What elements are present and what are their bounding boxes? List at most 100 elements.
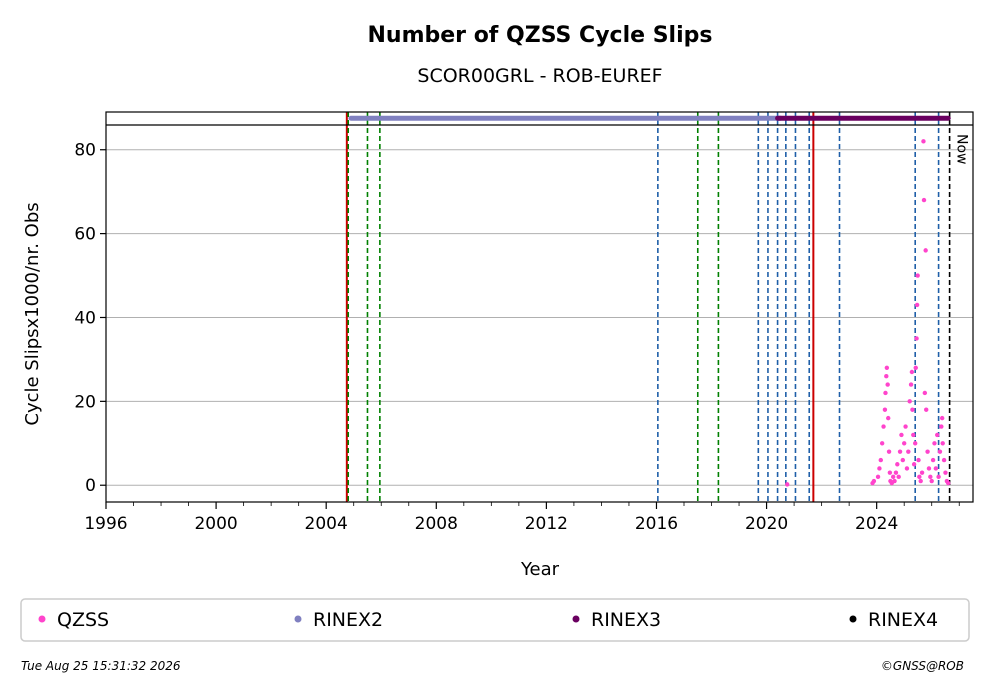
data-point xyxy=(940,441,945,446)
data-point xyxy=(923,248,928,253)
data-point xyxy=(906,449,911,454)
legend-marker xyxy=(38,615,46,623)
data-point xyxy=(886,449,892,454)
data-point xyxy=(916,457,921,463)
data-point xyxy=(911,462,917,467)
data-point xyxy=(897,449,903,454)
data-point xyxy=(921,139,926,144)
y-tick-label: 40 xyxy=(74,308,96,328)
legend-label: RINEX2 xyxy=(313,609,383,631)
data-point xyxy=(925,449,930,454)
data-point xyxy=(892,478,897,484)
data-point xyxy=(907,399,912,404)
footer-timestamp: Tue Aug 25 15:31:32 2026 xyxy=(21,659,181,673)
data-point xyxy=(939,424,944,429)
qzss-points xyxy=(785,139,951,487)
x-tick-label: 2008 xyxy=(415,514,458,534)
data-point xyxy=(910,407,915,412)
x-axis-label: Year xyxy=(520,559,560,580)
data-point xyxy=(930,457,936,463)
data-point xyxy=(939,415,945,421)
data-point xyxy=(911,432,916,438)
legend-box xyxy=(20,598,970,642)
data-point xyxy=(896,474,901,480)
data-point xyxy=(921,197,927,203)
x-tick-label: 2000 xyxy=(194,514,237,534)
data-point xyxy=(935,432,940,438)
data-point xyxy=(885,382,890,387)
data-point xyxy=(913,365,918,371)
data-point xyxy=(946,480,951,486)
x-tick-label: 2024 xyxy=(855,514,898,534)
data-point xyxy=(914,336,919,341)
x-tick-label: 1996 xyxy=(84,514,127,534)
data-point xyxy=(918,478,923,484)
data-point xyxy=(917,474,922,480)
data-point xyxy=(914,302,920,308)
y-tick-label: 80 xyxy=(74,141,96,161)
x-tick-label: 2020 xyxy=(745,514,788,534)
data-point xyxy=(924,407,929,412)
data-point xyxy=(913,441,918,446)
y-tick-label: 0 xyxy=(85,476,96,496)
legend-label: RINEX3 xyxy=(591,609,661,631)
plot-frame xyxy=(105,111,974,503)
x-axis-ticks: 1996 2000 2004 2008 2012 2016 2020 2024 xyxy=(84,502,960,534)
data-point xyxy=(908,382,914,387)
data-point xyxy=(926,466,932,471)
footer-credit: ©GNSS@ROB xyxy=(880,659,964,673)
data-point xyxy=(895,462,900,467)
data-point xyxy=(936,474,941,480)
now-label: Now xyxy=(954,134,970,165)
data-point xyxy=(915,273,920,278)
data-point xyxy=(890,474,896,480)
data-point xyxy=(941,457,947,463)
data-point xyxy=(882,407,888,412)
x-tick-label: 2012 xyxy=(525,514,568,534)
data-point xyxy=(922,390,928,396)
x-tick-label: 2004 xyxy=(305,514,348,534)
data-point xyxy=(875,474,881,480)
data-point xyxy=(904,466,910,471)
data-point xyxy=(884,373,889,379)
data-point xyxy=(943,470,948,475)
data-point xyxy=(877,466,882,471)
data-point xyxy=(929,478,934,484)
data-point xyxy=(919,470,925,475)
legend-marker xyxy=(294,615,302,623)
legend-label: RINEX4 xyxy=(868,609,938,631)
data-point xyxy=(871,478,877,484)
chart-title: Number of QZSS Cycle Slips xyxy=(368,23,713,48)
data-point xyxy=(878,457,883,463)
data-point xyxy=(884,365,890,371)
legend-marker xyxy=(849,615,857,623)
legend: QZSS RINEX2 RINEX3 RINEX4 xyxy=(38,609,938,631)
data-point xyxy=(886,415,891,421)
data-point xyxy=(900,457,906,463)
data-point xyxy=(899,432,904,438)
data-point xyxy=(933,466,939,471)
data-point xyxy=(928,474,933,480)
legend-marker xyxy=(572,615,580,623)
data-point xyxy=(893,470,899,475)
data-point xyxy=(881,424,886,429)
data-point xyxy=(932,441,937,446)
chart-subtitle: SCOR00GRL - ROB-EUREF xyxy=(417,65,662,87)
data-point xyxy=(901,441,907,446)
y-axis-label: Cycle Slipsx1000/nr. Obs xyxy=(22,202,43,425)
y-axis-ticks: 0 20 40 60 80 xyxy=(74,141,106,496)
y-gridlines xyxy=(106,149,973,486)
data-point xyxy=(887,470,893,475)
data-point xyxy=(785,482,790,487)
data-point xyxy=(879,441,885,446)
data-point xyxy=(883,390,888,396)
legend-label: QZSS xyxy=(57,609,109,631)
x-tick-label: 2016 xyxy=(635,514,678,534)
y-tick-label: 20 xyxy=(74,392,96,412)
data-point xyxy=(909,369,915,375)
y-tick-label: 60 xyxy=(74,225,96,245)
data-point xyxy=(903,424,908,429)
data-point xyxy=(937,449,943,454)
event-lines xyxy=(345,112,951,502)
